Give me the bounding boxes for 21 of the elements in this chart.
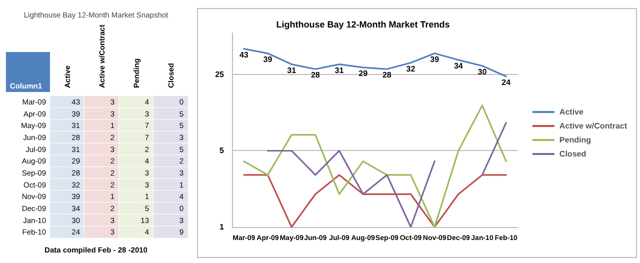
data-label: 34 [454, 61, 464, 70]
data-label: 29 [358, 68, 368, 78]
y-tick-label: 1 [220, 222, 225, 232]
data-label: 24 [502, 78, 512, 87]
data-label: 28 [310, 70, 320, 80]
data-label: 39 [430, 54, 440, 64]
data-label: 32 [406, 64, 416, 74]
line-series [243, 104, 507, 228]
y-tick-label: 25 [215, 70, 225, 79]
data-label: 31 [287, 66, 297, 75]
legend-label: Active w/Contract [559, 122, 628, 130]
legend-label: Closed [559, 150, 586, 158]
data-label: 39 [263, 54, 273, 64]
data-label: 28 [382, 70, 392, 80]
data-label: 43 [239, 50, 249, 60]
legend-label: Active [559, 108, 584, 116]
chart-title: Lighthouse Bay 12-Month Market Trends [276, 20, 450, 30]
data-label: 30 [478, 67, 488, 76]
legend-label: Pending [559, 136, 592, 144]
y-tick-label: 5 [220, 146, 225, 156]
data-label: 31 [334, 66, 344, 75]
